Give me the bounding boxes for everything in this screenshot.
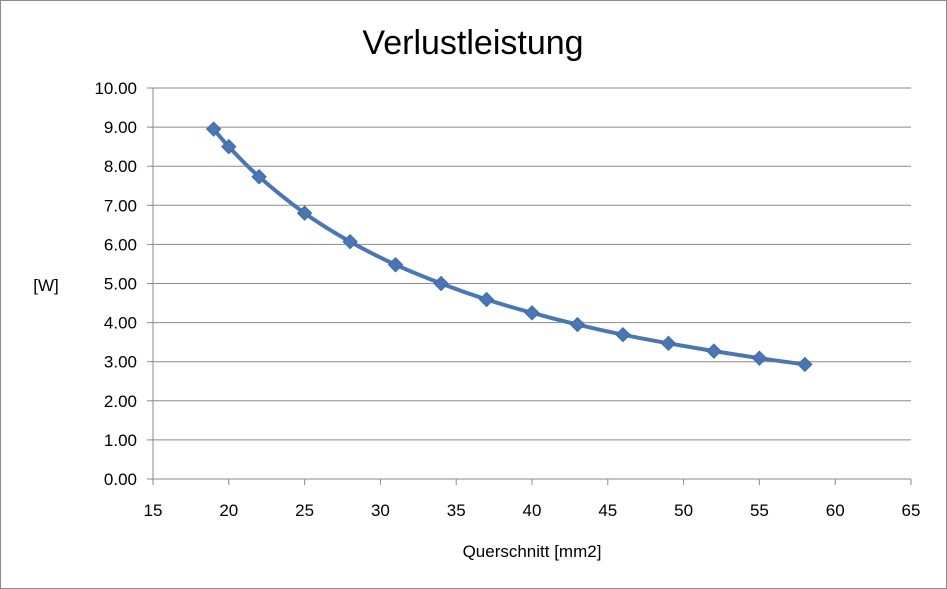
axes: [147, 87, 912, 485]
series-line: [211, 127, 807, 367]
x-tick-label: 45: [598, 501, 617, 520]
y-tick-label: 7.00: [104, 196, 137, 215]
data-point: [751, 350, 768, 366]
x-tick-label: 25: [295, 501, 314, 520]
data-point: [221, 138, 237, 155]
data-point: [433, 275, 449, 292]
y-tick-label: 6.00: [104, 235, 137, 254]
grid-lines: [153, 87, 911, 480]
x-tick-label: 60: [826, 501, 845, 520]
y-tick-label: 1.00: [104, 431, 137, 450]
data-point: [296, 205, 313, 221]
data-point: [615, 327, 631, 343]
y-tick-label: 0.00: [104, 470, 137, 489]
x-tick-label: 55: [750, 501, 769, 520]
data-point: [478, 291, 495, 308]
data-point: [660, 335, 677, 352]
data-point: [797, 356, 813, 373]
x-tick-labels: 15 20 25 30 35 40 45 50 55 60 65: [144, 501, 921, 520]
y-tick-label: 2.00: [104, 392, 137, 411]
y-tick-label: 5.00: [104, 275, 137, 294]
x-tick-label: 65: [902, 501, 921, 520]
series-layer: [205, 121, 813, 373]
x-tick-label: 20: [219, 501, 238, 520]
data-point: [342, 233, 358, 250]
chart-title: Verlustleistung: [362, 24, 583, 62]
x-tick-label: 35: [447, 501, 466, 520]
data-point: [706, 343, 722, 359]
y-axis-label: [W]: [33, 276, 59, 295]
y-tick-label: 8.00: [104, 157, 137, 176]
data-point: [524, 305, 540, 321]
x-axis-label: Querschnitt [mm2]: [463, 542, 602, 561]
x-tick-label: 30: [371, 501, 390, 520]
y-tick-label: 10.00: [94, 79, 137, 98]
y-tick-label: 3.00: [104, 353, 137, 372]
x-tick-label: 50: [674, 501, 693, 520]
x-tick-label: 40: [523, 501, 542, 520]
y-tick-label: 4.00: [104, 314, 137, 333]
x-tick-label: 15: [144, 501, 163, 520]
data-point: [569, 316, 586, 333]
y-tick-label: 9.00: [104, 118, 137, 137]
y-tick-labels: 0.00 1.00 2.00 3.00 4.00 5.00 6.00 7.00 8.00 9.00…: [94, 79, 137, 489]
data-point: [205, 121, 222, 137]
data-point: [387, 257, 404, 273]
data-point: [251, 169, 267, 185]
